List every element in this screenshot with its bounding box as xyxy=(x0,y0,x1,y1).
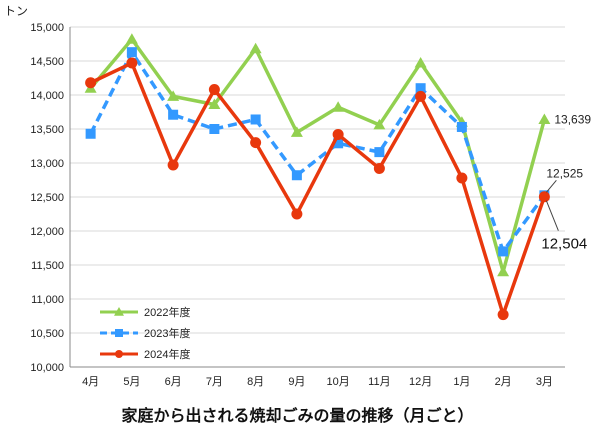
data-point-marker xyxy=(373,118,386,130)
data-point-marker xyxy=(115,350,123,358)
data-label: 12,525 xyxy=(546,166,583,180)
series-line xyxy=(89,61,547,317)
annotations: 13,639 12,525 12,504 xyxy=(541,113,591,253)
x-tick-label: 6月 xyxy=(165,376,182,388)
data-point-marker xyxy=(414,57,427,68)
axes xyxy=(69,27,565,368)
series-2024年度 xyxy=(85,57,550,321)
data-point-marker xyxy=(250,137,262,149)
x-tick-label: 4月 xyxy=(82,376,99,388)
x-tick-labels: 4月 5月 6月 7月 8月 9月 10月 11月 12月 1月 2月 3月 xyxy=(82,376,553,388)
legend-label: 2022年度 xyxy=(144,305,190,319)
y-tick-label: 14,500 xyxy=(30,56,64,68)
data-point-marker xyxy=(125,33,138,44)
x-tick-label: 1月 xyxy=(453,376,470,388)
x-tick-label: 12月 xyxy=(409,376,432,388)
y-tick-label: 11,000 xyxy=(31,294,64,306)
legend: 2022年度 2023年度 2024年度 xyxy=(100,305,190,361)
data-point-marker xyxy=(249,42,262,54)
y-tick-label: 13,000 xyxy=(30,158,64,170)
y-tick-label: 12,500 xyxy=(30,192,64,204)
data-point-marker xyxy=(126,47,137,58)
y-tick-label: 15,000 xyxy=(30,22,64,34)
x-tick-label: 8月 xyxy=(247,376,264,388)
data-point-marker xyxy=(498,246,509,257)
y-tick-label: 13,500 xyxy=(30,124,64,136)
data-point-marker xyxy=(290,126,303,137)
data-point-marker xyxy=(85,77,97,89)
data-point-marker xyxy=(126,57,138,69)
y-axis-unit-label: トン xyxy=(4,4,29,18)
data-point-marker xyxy=(333,138,344,149)
data-point-marker xyxy=(167,90,180,101)
x-tick-label: 11月 xyxy=(368,376,390,388)
x-tick-label: 10月 xyxy=(327,376,350,388)
data-point-marker xyxy=(456,121,467,132)
y-tick-label: 12,000 xyxy=(30,226,64,238)
data-point-marker xyxy=(208,84,220,96)
data-point-marker xyxy=(497,265,510,277)
data-point-marker xyxy=(114,307,124,316)
series-2023年度 xyxy=(85,47,550,257)
legend-item: 2023年度 xyxy=(100,326,190,340)
y-tick-labels: 10,000 10,500 11,000 11,500 12,000 12,500 13,0… xyxy=(30,22,64,374)
data-point-marker xyxy=(291,170,302,181)
x-tick-label: 7月 xyxy=(206,376,223,388)
data-point-marker xyxy=(209,124,220,134)
series-layer xyxy=(84,33,551,321)
data-point-marker xyxy=(374,147,385,158)
data-label: 12,504 xyxy=(541,236,587,253)
data-point-marker xyxy=(291,208,303,220)
data-point-marker xyxy=(250,114,261,125)
data-point-marker xyxy=(332,101,345,112)
legend-item: 2024年度 xyxy=(100,347,190,361)
data-point-marker xyxy=(415,90,427,102)
data-point-marker xyxy=(415,83,426,94)
series-line xyxy=(89,37,547,274)
data-point-marker xyxy=(456,172,468,184)
data-point-marker xyxy=(167,159,179,171)
leader-line xyxy=(545,179,557,193)
series-2022年度 xyxy=(84,33,551,277)
chart-title: 家庭から出される焼却ごみの量の推移（月ごと） xyxy=(121,406,474,425)
y-tick-label: 10,500 xyxy=(30,328,64,340)
data-point-marker xyxy=(208,98,221,110)
x-tick-label: 5月 xyxy=(123,376,140,388)
legend-label: 2024年度 xyxy=(144,347,190,361)
leader-line xyxy=(545,200,559,231)
y-tick-label: 14,000 xyxy=(30,90,64,102)
data-point-marker xyxy=(168,109,179,120)
y-tick-label: 11,500 xyxy=(31,260,64,272)
x-tick-label: 3月 xyxy=(536,376,553,388)
data-point-marker xyxy=(538,191,550,203)
data-point-marker xyxy=(497,309,509,321)
data-point-marker xyxy=(115,329,123,337)
data-point-marker xyxy=(85,128,96,139)
data-label: 13,639 xyxy=(554,113,591,127)
y-tick-label: 10,000 xyxy=(30,362,64,374)
data-point-marker xyxy=(373,162,385,174)
legend-item: 2022年度 xyxy=(100,305,190,319)
data-point-marker xyxy=(538,113,551,125)
legend-label: 2023年度 xyxy=(144,326,190,340)
data-point-marker xyxy=(332,128,344,140)
x-tick-label: 9月 xyxy=(288,376,305,388)
x-tick-label: 2月 xyxy=(495,376,512,388)
